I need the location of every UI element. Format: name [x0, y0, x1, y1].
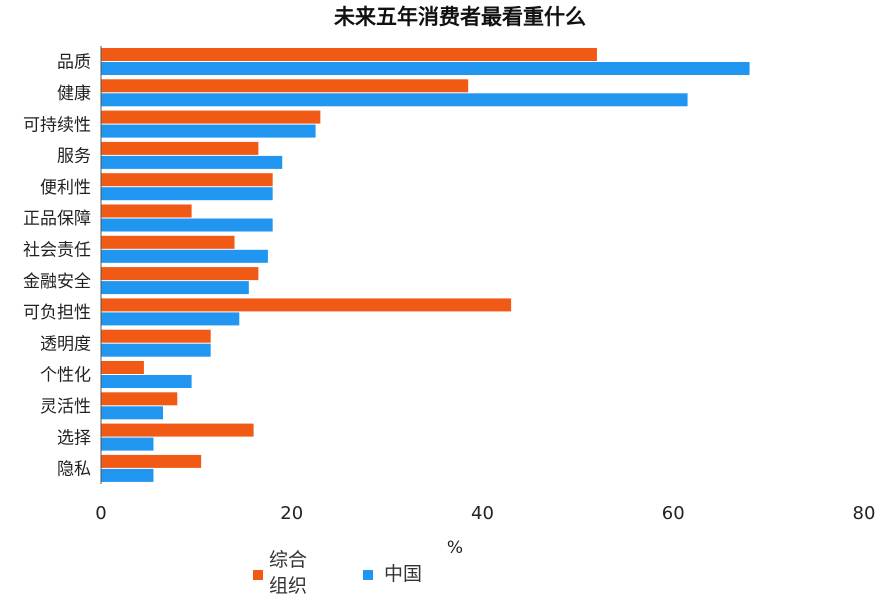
bar-china — [101, 218, 273, 232]
category-label: 社会责任 — [23, 240, 91, 260]
category-label: 健康 — [57, 84, 91, 104]
bar-org — [101, 392, 178, 406]
category-label: 品质 — [57, 53, 91, 73]
bar-org — [101, 204, 192, 218]
bar-china — [101, 124, 316, 138]
bar-org — [101, 454, 202, 468]
category-labels: 品质健康可持续性服务便利性正品保障社会责任金融安全可负担性透明度个性化灵活性选择… — [23, 53, 91, 480]
bar-org — [101, 329, 211, 343]
x-tick-labels: 0 20 40 60 80 — [95, 503, 875, 524]
bar-china — [101, 187, 273, 201]
bar-org — [101, 110, 321, 124]
bar-org — [101, 361, 144, 374]
bar-org — [101, 423, 254, 437]
category-label: 隐私 — [57, 460, 91, 480]
bar-org — [101, 173, 273, 187]
bar-china — [101, 437, 154, 451]
legend-label: 中国 — [384, 563, 422, 585]
category-label: 可负担性 — [23, 303, 91, 323]
bar-china — [101, 62, 750, 75]
x-tick-label: 20 — [280, 503, 303, 524]
bar-org — [101, 79, 469, 93]
category-label: 个性化 — [40, 366, 91, 386]
bar-china — [101, 155, 283, 169]
bar-china — [101, 281, 249, 295]
bar-org — [101, 235, 235, 249]
category-label: 便利性 — [40, 178, 91, 198]
x-tick-label: 60 — [662, 503, 685, 524]
bar-china — [101, 249, 268, 263]
legend-label: 综合组织 — [269, 549, 307, 597]
bar-china — [101, 343, 211, 357]
category-label: 可持续性 — [23, 115, 91, 135]
bars — [101, 48, 750, 482]
x-tick-label: 80 — [853, 503, 876, 524]
bar-china — [101, 468, 154, 482]
category-label: 选择 — [57, 428, 91, 448]
x-axis-unit: % — [447, 538, 463, 558]
category-label: 透明度 — [40, 334, 91, 354]
bar-org — [101, 141, 259, 155]
bar-org — [101, 298, 512, 312]
category-label: 正品保障 — [23, 209, 91, 229]
category-label: 灵活性 — [40, 397, 91, 417]
chart-title: 未来五年消费者最看重什么 — [334, 5, 586, 29]
bar-org — [101, 48, 597, 61]
bar-china — [101, 375, 192, 388]
legend-swatch — [253, 570, 263, 580]
legend: 综合组织 中国 — [253, 549, 422, 597]
category-label: 服务 — [57, 147, 91, 167]
bar-org — [101, 267, 259, 281]
bar-china — [101, 312, 240, 326]
bar-china — [101, 406, 163, 420]
x-tick-label: 40 — [471, 503, 494, 524]
x-tick-label: 0 — [95, 503, 106, 524]
legend-swatch — [363, 570, 373, 580]
bar-china — [101, 93, 688, 107]
category-label: 金融安全 — [23, 272, 91, 292]
